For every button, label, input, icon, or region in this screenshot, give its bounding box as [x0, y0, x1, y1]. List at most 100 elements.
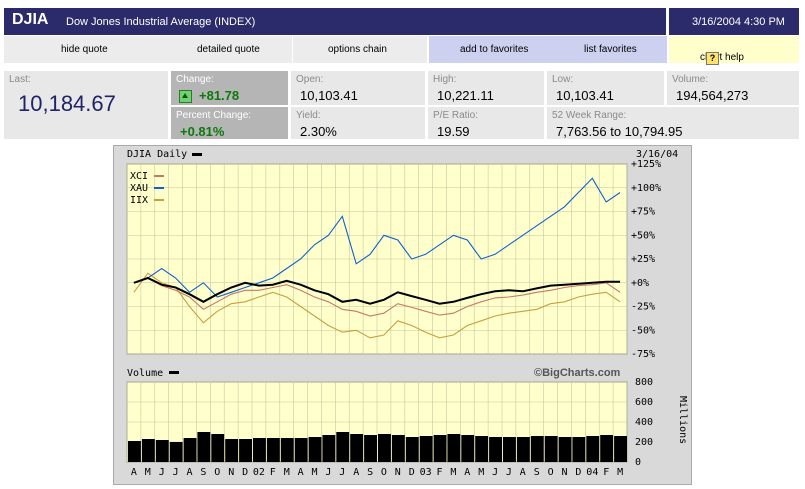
x-tick-label: M — [312, 467, 318, 478]
volume-bar — [308, 437, 322, 462]
volume-bar — [516, 437, 530, 462]
price-y-tick: -25% — [631, 302, 655, 313]
x-tick-label: O — [214, 467, 220, 478]
x-tick-label: N — [228, 467, 234, 478]
52-week-range-value: 7,763.56 to 10,794.95 — [556, 124, 683, 139]
volume-bar — [503, 437, 516, 462]
volume-bar — [253, 438, 266, 462]
volume-bar — [350, 434, 364, 462]
volume-bar — [378, 434, 391, 462]
volume-bar — [461, 435, 475, 462]
detailed-quote-label[interactable]: detailed quote — [197, 44, 260, 55]
volume-bar — [433, 435, 447, 462]
series-line-djia — [133, 276, 621, 305]
series-line-iix — [133, 272, 621, 339]
pe-ratio-value: 19.59 — [437, 124, 470, 139]
pe-ratio-cell: P/E Ratio: 19.59 — [428, 107, 544, 139]
x-tick-label: J — [159, 467, 165, 478]
ticker-symbol: DJIA — [12, 11, 49, 28]
x-tick-label: A — [298, 467, 304, 478]
series-line-xci — [133, 277, 621, 317]
hide-quote-label[interactable]: hide quote — [61, 44, 108, 55]
detailed-quote-link[interactable]: detailed quote — [170, 36, 290, 63]
x-tick-label: M — [284, 467, 290, 478]
x-tick-label: O — [381, 467, 387, 478]
x-tick-label: A — [520, 467, 526, 478]
options-chain-link[interactable]: options chain — [292, 36, 427, 63]
low-cell: Low: 10,103.41 — [547, 71, 664, 105]
volume-value: 194,564,273 — [676, 88, 749, 103]
volume-bar — [489, 437, 502, 462]
volume-bar — [322, 435, 336, 462]
price-y-tick: +125% — [631, 159, 661, 170]
volume-bar — [280, 438, 294, 462]
price-y-tick: +0% — [631, 278, 649, 289]
price-series — [133, 177, 621, 339]
chart-svg: DJIA Daily 3/16/04 +125% +100% +75% +50% +25… — [114, 146, 691, 478]
last-label: Last: — [9, 74, 31, 85]
volume-ylabel: Millions — [677, 396, 688, 444]
legend-xau: XAU — [130, 183, 148, 194]
nav-divider — [292, 36, 293, 63]
chart-help-label[interactable]: chart help — [700, 52, 744, 63]
volume-y-tick: 200 — [635, 437, 653, 448]
series-legend: XCI XAU IIX — [130, 171, 164, 206]
help-icon[interactable]: ? — [706, 52, 719, 65]
legend-xau-swatch — [154, 187, 164, 189]
x-tick-label: 02 — [253, 467, 265, 478]
volume-bar — [155, 440, 169, 462]
x-tick-label: A — [464, 467, 470, 478]
volume-bar — [586, 436, 600, 462]
chart-help-link[interactable]: chart help? — [669, 36, 799, 65]
volume-bar — [183, 438, 197, 462]
volume-y-tick: 0 — [635, 457, 641, 468]
price-y-axis: +125% +100% +75% +50% +25% +0% -25% -50% -75% — [631, 159, 661, 360]
volume-label: Volume: — [672, 74, 709, 85]
quote-header: DJIA Dow Jones Industrial Average (INDEX… — [4, 8, 799, 35]
volume-bar — [405, 437, 419, 462]
x-tick-label: A — [353, 467, 359, 478]
high-value: 10,221.11 — [437, 88, 494, 103]
volume-bar — [211, 434, 225, 462]
yield-label: Yield: — [296, 110, 321, 121]
x-tick-label: F — [437, 467, 443, 478]
x-tick-label: O — [548, 467, 554, 478]
x-tick-label: D — [575, 467, 581, 478]
volume-bar — [239, 439, 252, 462]
x-tick-label: M — [145, 467, 151, 478]
open-cell: Open: 10,103.41 — [291, 71, 425, 105]
yield-value: 2.30% — [300, 124, 337, 139]
add-to-favorites-link[interactable]: add to favorites — [460, 44, 529, 55]
favorites-nav-group: add to favorites list favorites — [429, 36, 667, 63]
list-favorites-link[interactable]: list favorites — [584, 44, 637, 55]
volume-y-tick: 800 — [635, 377, 653, 388]
volume-bar — [475, 436, 489, 462]
percent-change-cell: Percent Change: +0.81% — [171, 107, 288, 139]
volume-legend-swatch — [169, 371, 179, 374]
x-tick-label: J — [325, 467, 331, 478]
x-tick-label: 04 — [586, 467, 598, 478]
x-tick-label: S — [200, 467, 206, 478]
volume-bar — [141, 439, 155, 462]
legend-iix: IIX — [130, 195, 148, 206]
x-tick-label: M — [617, 467, 623, 478]
change-value: +81.78 — [199, 88, 240, 103]
price-y-tick: +50% — [631, 230, 655, 241]
volume-bar — [128, 441, 141, 462]
open-value: 10,103.41 — [300, 88, 358, 103]
options-chain-label[interactable]: options chain — [328, 44, 387, 55]
x-axis-labels: A M J J A S O N D 02 F M A M J J A S O N D 03 F M A M J J A S O N D 04 F M — [131, 467, 623, 478]
volume-bar — [294, 438, 308, 462]
hide-quote-link[interactable]: hide quote — [4, 36, 144, 63]
volume-bar — [572, 437, 586, 462]
volume-bar — [336, 432, 350, 462]
index-name: Dow Jones Industrial Average (INDEX) — [66, 16, 256, 28]
percent-change-label: Percent Change: — [176, 110, 252, 121]
x-tick-label: N — [562, 467, 568, 478]
quote-nav-group — [4, 36, 427, 63]
pe-ratio-label: P/E Ratio: — [433, 110, 479, 121]
x-tick-label: J — [339, 467, 345, 478]
last-price: 10,184.67 — [18, 91, 116, 116]
price-y-tick: +100% — [631, 183, 661, 194]
x-tick-label: D — [409, 467, 415, 478]
